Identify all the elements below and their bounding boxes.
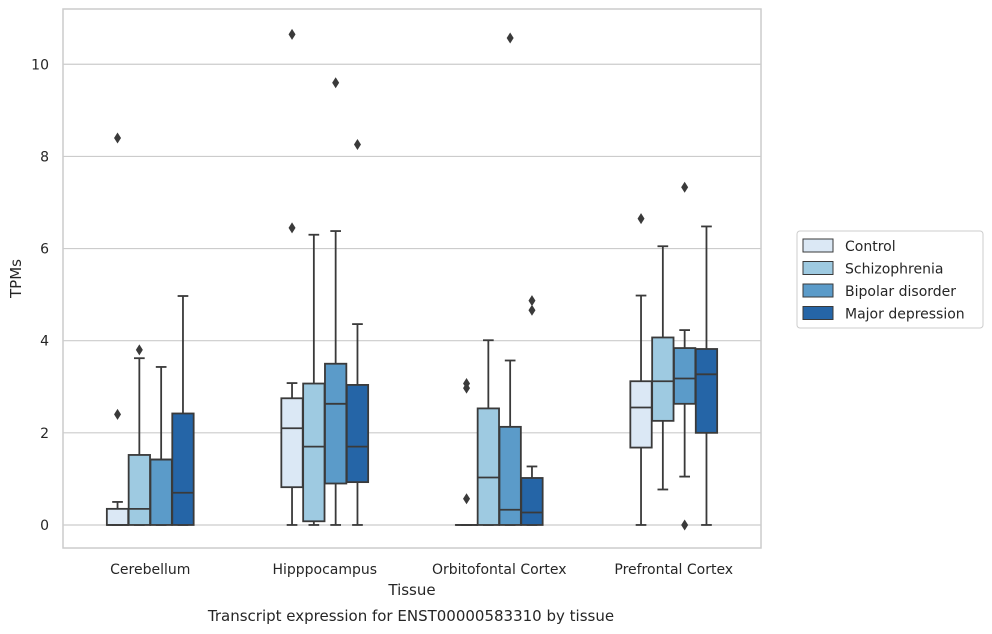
outlier-point bbox=[637, 213, 645, 225]
x-tick-label: Hipppocampus bbox=[272, 562, 377, 578]
y-tick-label: 4 bbox=[40, 334, 49, 350]
box-major-depression bbox=[694, 225, 719, 526]
outlier-point bbox=[288, 222, 296, 234]
legend-label: Major depression bbox=[845, 307, 965, 323]
box-iqr bbox=[476, 407, 500, 526]
outlier-point bbox=[135, 344, 143, 356]
box-iqr bbox=[694, 348, 719, 434]
box-series bbox=[105, 28, 719, 531]
y-tick-label: 6 bbox=[40, 242, 49, 258]
legend-label: Control bbox=[845, 239, 896, 255]
outlier-point bbox=[528, 304, 536, 316]
legend-swatch bbox=[802, 306, 834, 320]
outlier-point bbox=[506, 32, 514, 44]
x-axis-ticks: Cerebellum Hipppocampus Orbitofontal Corte… bbox=[110, 562, 733, 578]
outlier-point bbox=[332, 77, 340, 89]
x-axis-label: Tissue bbox=[387, 581, 435, 599]
box-iqr bbox=[280, 397, 304, 489]
box-control bbox=[105, 132, 130, 526]
box-major-depression bbox=[520, 295, 544, 526]
box-schizophrenia bbox=[127, 344, 151, 526]
outlier-point bbox=[681, 181, 689, 193]
outlier-point bbox=[288, 28, 296, 40]
legend-swatch bbox=[802, 261, 834, 275]
outlier-point bbox=[681, 519, 689, 531]
box-schizophrenia bbox=[302, 233, 326, 526]
outlier-point bbox=[114, 408, 122, 420]
y-axis-ticks: 0 2 4 6 8 10 bbox=[31, 57, 49, 534]
y-tick-label: 2 bbox=[40, 426, 49, 442]
box-iqr bbox=[127, 454, 151, 526]
plot-area-frame bbox=[62, 8, 762, 549]
box-iqr bbox=[149, 458, 173, 526]
legend-label: Bipolar disorder bbox=[845, 284, 956, 300]
y-tick-label: 8 bbox=[40, 149, 49, 165]
box-iqr bbox=[651, 336, 675, 422]
x-tick-label: Cerebellum bbox=[110, 562, 190, 578]
box-iqr bbox=[105, 507, 130, 526]
box-iqr bbox=[171, 412, 195, 526]
outlier-point bbox=[353, 138, 361, 150]
box-control bbox=[454, 378, 479, 526]
outlier-point bbox=[114, 132, 122, 144]
box-iqr bbox=[324, 362, 348, 485]
box-iqr bbox=[520, 477, 544, 526]
grid-lines bbox=[63, 63, 761, 526]
box-bipolar-disorder bbox=[498, 32, 522, 526]
box-iqr bbox=[302, 382, 326, 523]
box-bipolar-disorder bbox=[149, 366, 173, 526]
box-bipolar-disorder bbox=[673, 181, 697, 531]
outlier-point bbox=[463, 378, 471, 390]
box-major-depression bbox=[345, 138, 370, 526]
box-iqr bbox=[629, 380, 653, 449]
x-tick-label: Orbitofontal Cortex bbox=[432, 562, 567, 578]
outlier-point bbox=[463, 493, 471, 505]
box-control bbox=[629, 213, 653, 526]
figure-caption: Transcript expression for ENST0000058331… bbox=[207, 607, 614, 625]
box-iqr bbox=[498, 425, 522, 526]
y-axis-label: TPMs bbox=[7, 259, 25, 299]
box-control bbox=[280, 28, 304, 526]
legend-label: Schizophrenia bbox=[845, 262, 943, 278]
box-schizophrenia bbox=[651, 245, 675, 491]
box-iqr bbox=[673, 347, 697, 405]
box-bipolar-disorder bbox=[324, 77, 348, 526]
y-tick-label: 10 bbox=[31, 57, 49, 73]
legend-swatch bbox=[802, 283, 834, 298]
legend: Control Schizophrenia Bipolar disorder Majo… bbox=[796, 230, 984, 329]
legend-frame bbox=[796, 230, 984, 329]
legend-swatch bbox=[802, 238, 834, 253]
outlier-point bbox=[528, 295, 536, 307]
x-tick-label: Prefrontal Cortex bbox=[614, 562, 733, 578]
box-major-depression bbox=[171, 295, 195, 526]
y-tick-label: 0 bbox=[40, 518, 49, 534]
box-schizophrenia bbox=[476, 339, 500, 526]
box-iqr bbox=[345, 384, 370, 484]
